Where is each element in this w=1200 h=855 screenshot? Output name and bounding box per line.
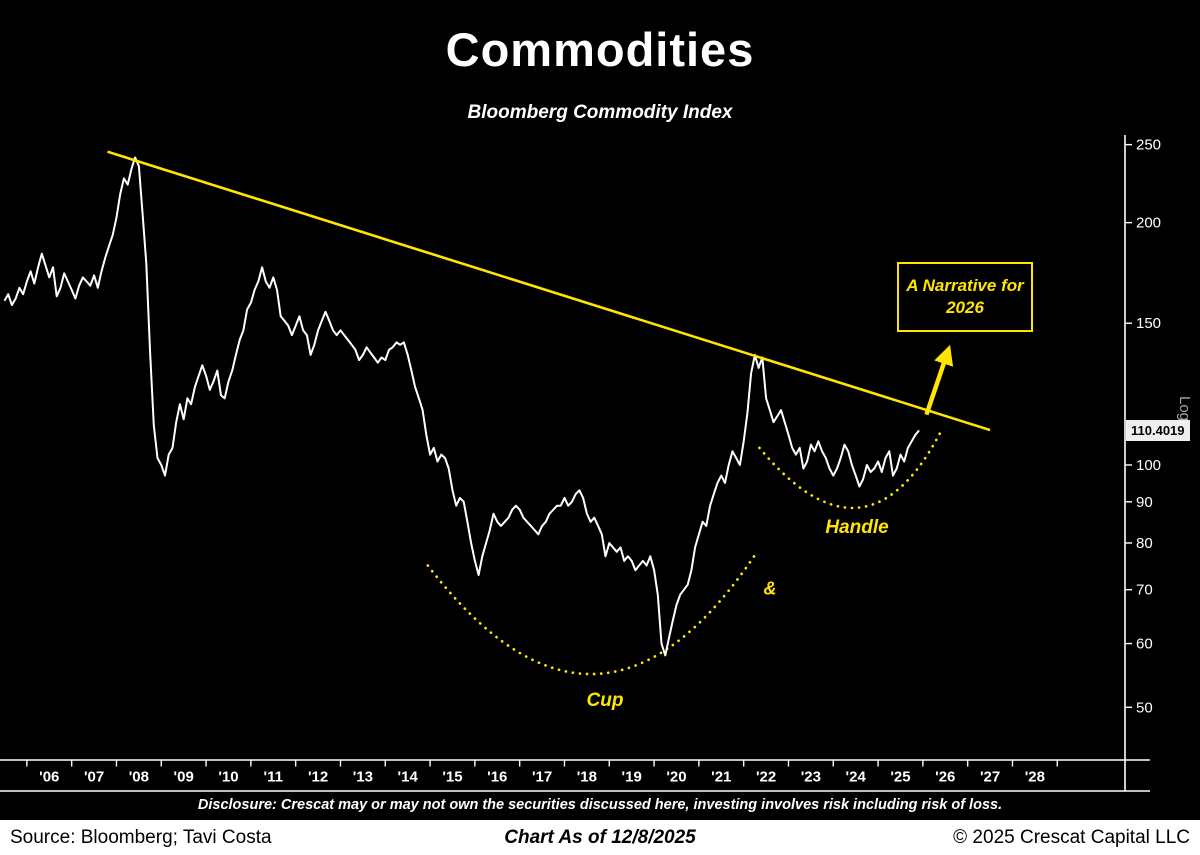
y-tick-label: 150 [1136, 315, 1161, 332]
y-tick-label: 80 [1136, 535, 1153, 552]
x-tick-label: '08 [129, 769, 149, 786]
footer-bar: Source: Bloomberg; Tavi Costa Chart As o… [0, 820, 1200, 855]
x-tick-label: '14 [398, 769, 419, 786]
x-tick-label: '12 [308, 769, 328, 786]
y-tick-label: 50 [1136, 699, 1153, 716]
x-tick-label: '06 [39, 769, 59, 786]
x-tick-label: '13 [353, 769, 373, 786]
x-tick-label: '21 [711, 769, 731, 786]
y-tick-label: 250 [1136, 137, 1161, 154]
cup-label: Cup [586, 690, 624, 711]
ampersand-label: & [763, 578, 777, 599]
handle-label: Handle [825, 517, 889, 538]
narrative-text: A Narrative for 2026 [906, 275, 1024, 317]
y-tick-label: 200 [1136, 215, 1161, 232]
log-scale-label: Log [1176, 396, 1193, 422]
price-line [3, 156, 920, 657]
trendline [107, 150, 991, 432]
x-tick-label: '22 [756, 769, 776, 786]
copyright-text: © 2025 Crescat Capital LLC [953, 826, 1190, 848]
x-tick-label: '11 [264, 769, 283, 786]
chart-subtitle: Bloomberg Commodity Index [467, 102, 733, 123]
x-tick-label: '16 [487, 769, 507, 786]
x-tick-label: '26 [935, 769, 955, 786]
as-of-text: Chart As of 12/8/2025 [504, 826, 696, 848]
cup-curve [426, 550, 759, 676]
x-tick-label: '19 [622, 769, 642, 786]
y-tick-label: 90 [1136, 494, 1153, 511]
x-tick-label: '23 [801, 769, 821, 786]
x-tick-label: '09 [174, 769, 194, 786]
source-text: Source: Bloomberg; Tavi Costa [10, 826, 272, 848]
x-tick-label: '15 [442, 769, 462, 786]
x-tick-label: '07 [84, 769, 104, 786]
x-tick-label: '25 [890, 769, 910, 786]
x-tick-label: '24 [846, 769, 867, 786]
x-tick-label: '18 [577, 769, 597, 786]
y-tick-label: 60 [1136, 636, 1153, 653]
narrative-callout: A Narrative for 2026 [897, 262, 1033, 332]
x-tick-label: '27 [980, 769, 1000, 786]
narrative-arrow [924, 344, 954, 416]
disclosure-text: Disclosure: Crescat may or may not own t… [197, 797, 1003, 813]
x-tick-label: '10 [218, 769, 238, 786]
last-price-tag: 110.4019 [1126, 420, 1190, 441]
y-tick-label: 100 [1136, 457, 1161, 474]
x-tick-label: '20 [666, 769, 686, 786]
chart-title: Commodities [445, 23, 755, 76]
y-tick-label: 70 [1136, 582, 1153, 599]
x-tick-label: '28 [1025, 769, 1045, 786]
handle-curve [758, 430, 943, 510]
x-tick-label: '17 [532, 769, 552, 786]
